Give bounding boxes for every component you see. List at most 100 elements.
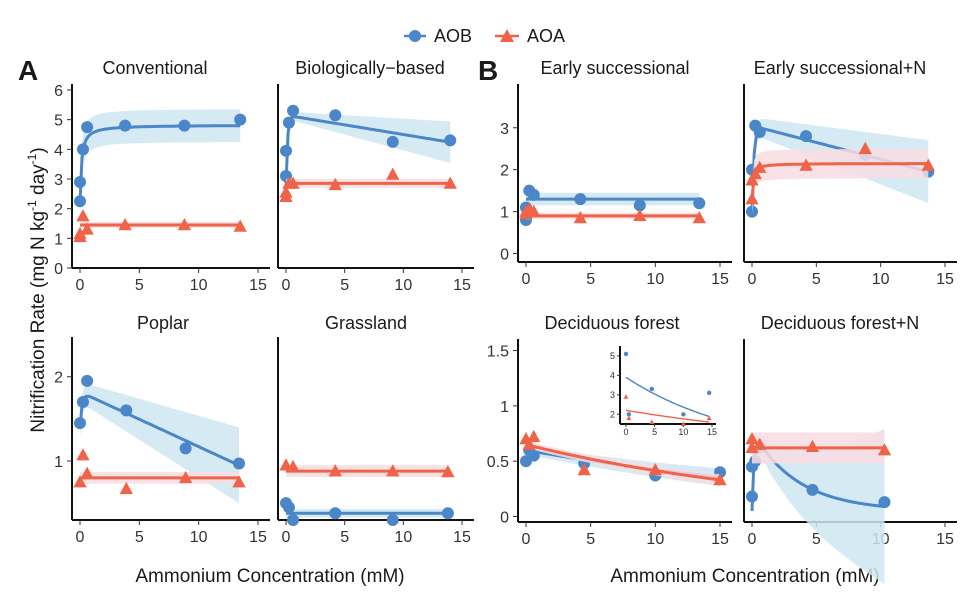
panel-1-aoa-point	[177, 217, 192, 231]
panel-4-title: Early successional+N	[754, 58, 927, 78]
panel-1-aob-point	[81, 121, 94, 134]
panel-4-aoa-point	[748, 166, 762, 180]
inset-aoa-point	[623, 394, 629, 399]
panel-2: Biologically−based 0 5 10 15	[277, 58, 474, 294]
panel-5-x-tick-label: 10	[190, 529, 208, 546]
panel-1-title: Conventional	[102, 58, 207, 78]
panel-1-aob-point	[178, 119, 191, 132]
panel-2-aob-point	[386, 135, 399, 148]
panel-2-aoa-point	[386, 167, 400, 180]
panel-3-x-tick-label: 5	[586, 271, 595, 288]
panel-1-x-tick-label: 0	[76, 277, 85, 294]
panel-4-x-tick-label: 5	[812, 271, 821, 288]
panel-5-aob-fit-line	[78, 394, 240, 467]
panel-5-aoa-point	[232, 475, 246, 488]
y-axis-label: Nitrification Rate (mg N kg-1 day-1)	[25, 147, 49, 432]
panel-2-x-tick-label: 10	[394, 277, 412, 294]
panel-3-x-tick-label: 10	[646, 271, 664, 288]
panel-4-aob-ci-band	[752, 118, 929, 225]
panel-1-aoa-point	[80, 222, 94, 235]
panel-2-x-tick-label: 0	[282, 277, 291, 294]
panel-letter-b: B	[478, 55, 498, 86]
panel-8-x-tick-label: 15	[936, 531, 954, 548]
panel-5-x-tick-label: 15	[249, 529, 267, 546]
panel-6-aoa-point	[286, 459, 300, 473]
panel-1-aob-point	[76, 143, 89, 156]
panel-4-aob-point	[800, 130, 813, 143]
panel-3-aob-point	[527, 188, 540, 201]
panel-7-x-tick-label: 5	[586, 531, 595, 548]
inset-aoa-fit-line	[625, 409, 710, 423]
panel-3-y-tick-label: 3	[500, 121, 509, 138]
panel-1-y-tick-label: 0	[54, 261, 63, 278]
panel-2-aob-ci-band	[286, 112, 451, 189]
panel-6-aob-point	[386, 514, 399, 526]
panel-5-aob-point	[81, 374, 94, 387]
panel-4-aoa-point	[921, 158, 935, 171]
panel-letter-a: A	[18, 55, 38, 86]
panel-6-x-tick-label: 10	[394, 529, 412, 546]
panel-1-x-tick-label: 15	[249, 277, 267, 294]
panel-5: Poplar 0 5 10 15 1 2	[54, 313, 270, 546]
panel-2-aob-point	[287, 104, 300, 117]
panel-3-title: Early successional	[540, 58, 689, 78]
panel-2-aob-point	[280, 144, 292, 157]
inset-x-tick-label: 5	[652, 427, 657, 437]
panel-1-aob-point	[74, 175, 86, 188]
panel-1-y-tick-label: 6	[54, 83, 63, 100]
panel-2-title: Biologically−based	[295, 58, 445, 78]
legend: AOB AOA	[404, 26, 565, 46]
panel-3-aoa-point	[692, 210, 706, 224]
panel-1-aoa-point	[233, 219, 247, 232]
panel-5-aoa-point	[80, 466, 94, 479]
panel-1-y-tick-label: 2	[54, 202, 63, 219]
panel-4-aoa-point	[745, 192, 759, 205]
panel-8-title: Deciduous forest+N	[761, 313, 920, 333]
panel-5-aob-point	[179, 442, 192, 455]
panel-1-y-tick-label: 1	[54, 231, 63, 248]
panel-7-x-tick-label: 10	[646, 531, 664, 548]
panel-7-aoa-point	[577, 463, 591, 476]
panel-5-aoa-point	[76, 448, 90, 461]
panel-3-aoa-point	[573, 210, 587, 224]
panel-2-aoa-point	[443, 176, 457, 189]
panel-1-x-tick-label: 10	[190, 277, 208, 294]
panel-8-aoa-point	[745, 440, 759, 454]
inset-aob-point	[649, 386, 654, 392]
x-axis-label-left: Ammonium Concentration (mM)	[135, 566, 404, 587]
panel-7-y-tick-label: 0	[500, 509, 509, 526]
panel-7-aoa-ci-band	[526, 441, 720, 486]
panel-2-aoa-point	[279, 185, 293, 198]
panel-1-y-tick-label: 4	[54, 142, 63, 159]
panel-5-y-tick-label: 1	[54, 454, 63, 471]
panel-3-y-tick-label: 0	[500, 247, 509, 264]
panel-6-aoa-point	[441, 464, 455, 478]
panel-5-aoa-point	[178, 470, 193, 484]
inset-aoa-point	[706, 415, 712, 421]
panel-1-aob-point	[234, 113, 247, 126]
legend-aob-marker	[409, 30, 421, 42]
panel-7-x-tick-label: 0	[522, 531, 531, 548]
panel-5-y-tick-label: 2	[54, 370, 63, 387]
x-axis-label-right: Ammonium Concentration (mM)	[610, 566, 879, 587]
inset-panel: 0 5 10 15 2 3 4 5	[610, 346, 717, 437]
panel-5-aob-point	[120, 404, 133, 417]
inset-aob-point	[626, 412, 632, 417]
panel-1-aob-ci-band	[80, 109, 241, 220]
panel-6-aob-point	[282, 501, 295, 514]
panel-5-aob-point	[76, 396, 89, 408]
legend-aoa-label: AOA	[527, 26, 565, 46]
panel-4-x-tick-label: 10	[872, 271, 890, 288]
panel-8-x-tick-label: 0	[748, 531, 757, 548]
panel-4-aob-point	[753, 125, 766, 138]
panel-2-aob-fit-line	[284, 115, 451, 185]
panel-2-aob-point	[282, 116, 295, 129]
panel-8-aoa-point	[745, 432, 759, 445]
panel-3-y-tick-label: 2	[500, 163, 509, 180]
inset-y-tick-label: 3	[610, 390, 615, 400]
panel-5-aob-point	[233, 457, 246, 470]
panel-4-x-tick-label: 15	[936, 271, 954, 288]
panel-1-aob-point	[119, 119, 132, 132]
panel-3-aob-point	[693, 197, 706, 210]
panel-1-aoa-point	[73, 226, 87, 240]
